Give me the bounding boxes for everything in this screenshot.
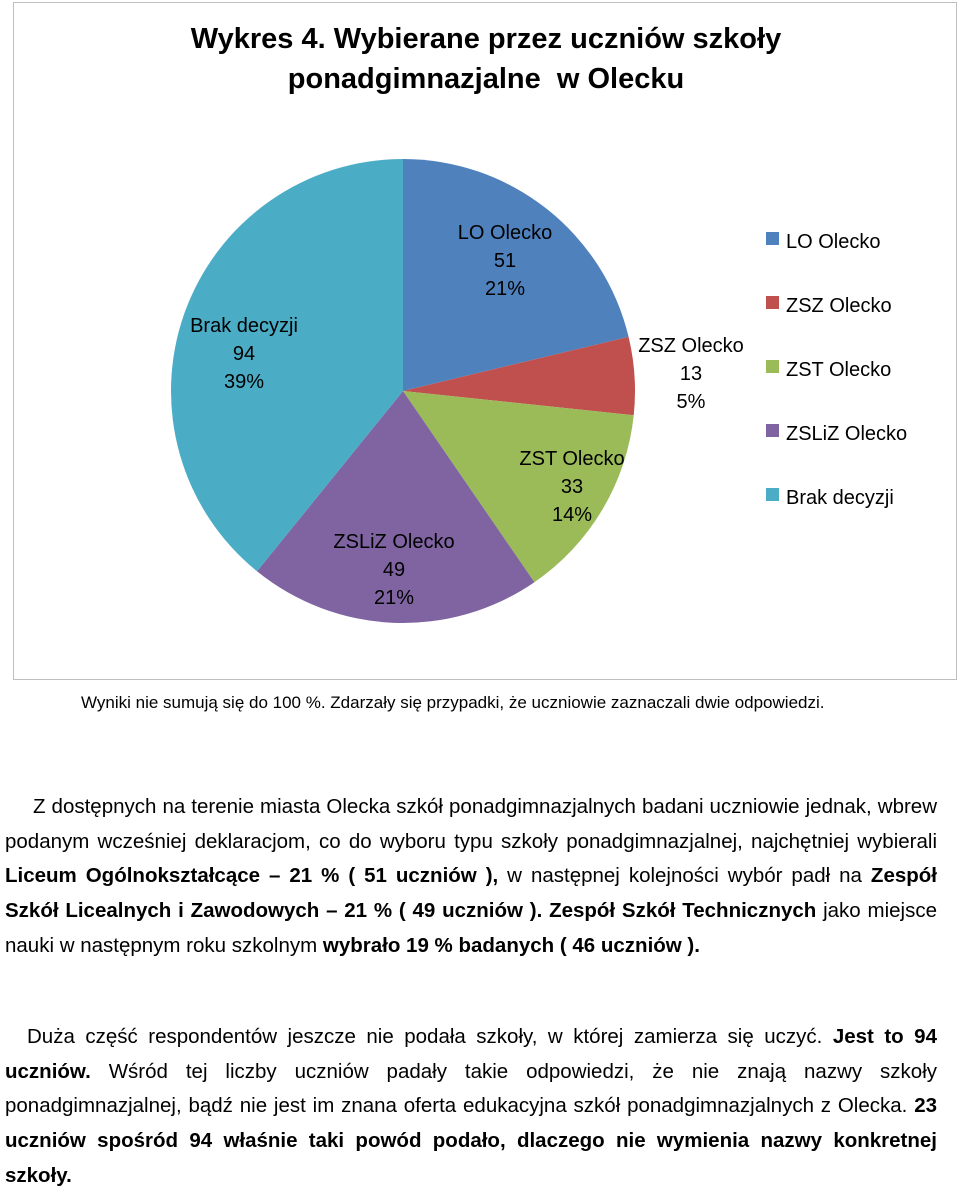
legend-swatch bbox=[766, 232, 779, 245]
pie-slice-zsliz-olecko bbox=[256, 391, 535, 623]
paragraph1-run: w następnej kolejności wybór padł na bbox=[498, 864, 871, 888]
paragraph2-run: Duża część respondentów jeszcze nie poda… bbox=[27, 1025, 833, 1048]
pie-slice-zst-olecko bbox=[403, 391, 634, 583]
paragraph-2: Duża część respondentów jeszcze nie poda… bbox=[5, 1020, 937, 1194]
slice-label-name: Brak decyzji bbox=[190, 315, 298, 337]
legend-label: Brak decyzji bbox=[786, 487, 894, 509]
chart-title-line-2: ponadgimnazjalne w Olecku bbox=[287, 63, 685, 95]
paragraph1-run: Zespół Szkół Technicznych bbox=[549, 899, 817, 923]
paragraph2-run: Jest to 94 uczniów. bbox=[5, 1025, 937, 1083]
slice-label-name: ZSLiZ Olecko bbox=[333, 531, 454, 553]
chart-frame: Wykres 4. Wybierane przez uczniów szkoły… bbox=[13, 2, 957, 680]
pie-chart: LO Olecko 51 21% ZSZ Olecko 13 5% ZST Olecko 33… bbox=[171, 159, 907, 623]
slice-label-value: 33 bbox=[561, 476, 583, 498]
chart-title-line-1: Wykres 4. Wybierane przez uczniów szkoły bbox=[190, 23, 782, 55]
slice-label-name: ZSZ Olecko bbox=[638, 335, 744, 357]
legend-label: ZSLiZ Olecko bbox=[786, 423, 907, 445]
slice-label-value: 13 bbox=[680, 363, 702, 385]
pie-slice-zsz-olecko bbox=[403, 336, 635, 416]
paragraph1-run: Z dostępnych na terenie miasta Olecka sz… bbox=[5, 795, 937, 853]
chart-footnote: Wyniki nie sumują się do 100 %. Zdarzały… bbox=[81, 693, 825, 712]
paragraph2-run: 23 uczniów spośród 94 właśnie taki powód… bbox=[5, 1094, 937, 1187]
slice-label-value: 51 bbox=[494, 250, 516, 272]
paragraph1-run: jako miejsce nauki w następnym roku szko… bbox=[5, 899, 937, 957]
paragraph1-run: Zespół Szkół Licealnych i Zawodowych – 2… bbox=[5, 864, 937, 923]
slice-label-percent: 14% bbox=[552, 504, 592, 526]
slice-label-name: ZST Olecko bbox=[519, 448, 624, 470]
pie-slice-brak-decyzji bbox=[171, 159, 403, 572]
paragraph1-run: wybrało 19 % badanych ( 46 uczniów ). bbox=[322, 933, 700, 957]
legend-label: ZSZ Olecko bbox=[786, 295, 892, 317]
legend-swatch bbox=[766, 424, 779, 437]
chart-title: Wykres 4. Wybierane przez uczniów szkoły… bbox=[14, 19, 958, 99]
slice-label-value: 94 bbox=[233, 343, 255, 365]
legend-swatch bbox=[766, 360, 779, 373]
legend-label: ZST Olecko bbox=[786, 359, 891, 381]
paragraph-1: Z dostępnych na terenie miasta Olecka sz… bbox=[5, 790, 937, 964]
slice-label-percent: 39% bbox=[224, 371, 264, 393]
legend-swatch bbox=[766, 296, 779, 309]
slice-label-percent: 21% bbox=[374, 587, 414, 609]
slice-label-name: LO Olecko bbox=[458, 222, 552, 244]
paragraph1-run: Liceum Ogólnokształcące – 21 % ( 51 uczn… bbox=[5, 864, 499, 888]
paragraph2-run: Wśród tej liczby uczniów padały takie od… bbox=[5, 1059, 937, 1118]
slice-label-value: 49 bbox=[383, 559, 405, 581]
legend-label: LO Olecko bbox=[786, 231, 880, 253]
slice-label-percent: 5% bbox=[677, 391, 706, 413]
pie-slice-lo-olecko bbox=[403, 159, 629, 391]
slice-label-percent: 21% bbox=[485, 278, 525, 300]
legend-swatch bbox=[766, 488, 779, 501]
